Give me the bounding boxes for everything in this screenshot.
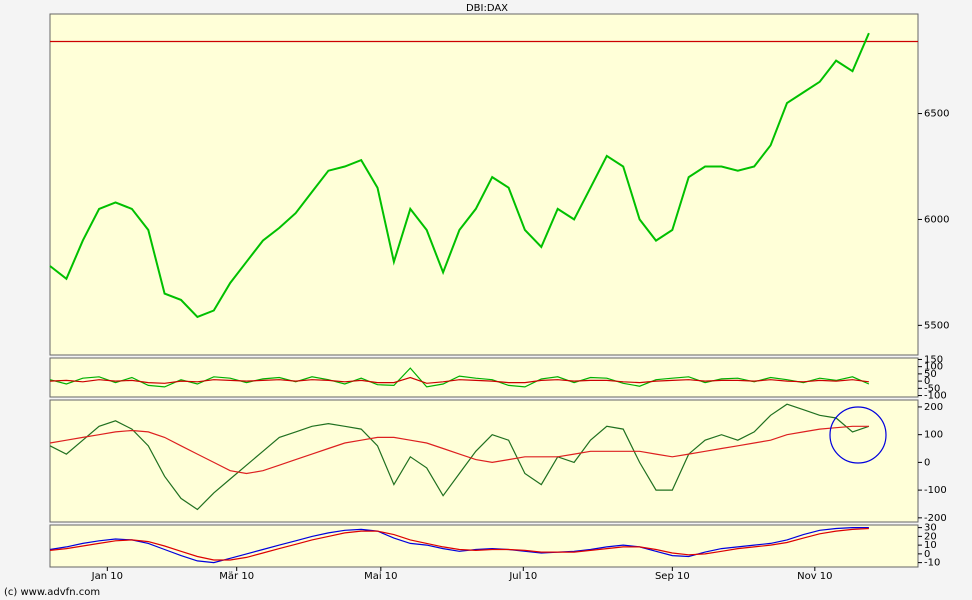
x-tick-label: Mai 10 [364, 571, 397, 582]
y-tick-label: 6500 [924, 109, 949, 120]
series-line [49, 527, 869, 561]
panel [49, 357, 919, 398]
y-tick-label: 0 [924, 376, 930, 387]
y-tick-label: -10 [924, 558, 940, 569]
y-tick-label: 150 [924, 354, 943, 365]
x-tick-label: Sep 10 [655, 571, 690, 582]
series-line [49, 527, 869, 564]
panel [49, 524, 919, 568]
y-tick-label: 100 [924, 362, 943, 373]
y-tick-label: 100 [924, 430, 943, 441]
y-tick-label: 0 [924, 457, 930, 468]
x-tick-label: Mär 10 [219, 571, 254, 582]
footer: (c) www.advfn.com [4, 587, 100, 598]
series-line [49, 376, 869, 384]
series-line [49, 32, 870, 319]
y-tick-label: 5500 [924, 320, 949, 331]
y-tick-label: 20 [924, 531, 937, 542]
y-tick-label: -200 [924, 513, 947, 524]
y-tick-label: 30 [924, 523, 937, 534]
x-tick-label: Jul 10 [508, 571, 537, 582]
annotation-circle [829, 406, 887, 464]
y-tick-label: 6000 [924, 214, 949, 225]
chart-title: DBI:DAX [466, 3, 508, 14]
y-tick-label: -100 [924, 485, 947, 496]
y-tick-label: 0 [924, 549, 930, 560]
x-tick-label: Jan 10 [91, 571, 123, 582]
x-tick-label: Nov 10 [797, 571, 832, 582]
panel [49, 13, 919, 356]
y-tick-label: 10 [924, 540, 937, 551]
y-tick-label: 200 [924, 402, 943, 413]
series-line [49, 425, 869, 475]
y-tick-label: 50 [924, 369, 937, 380]
y-tick-label: -100 [924, 391, 947, 402]
y-tick-label: -50 [924, 383, 940, 394]
series-line [49, 403, 870, 511]
